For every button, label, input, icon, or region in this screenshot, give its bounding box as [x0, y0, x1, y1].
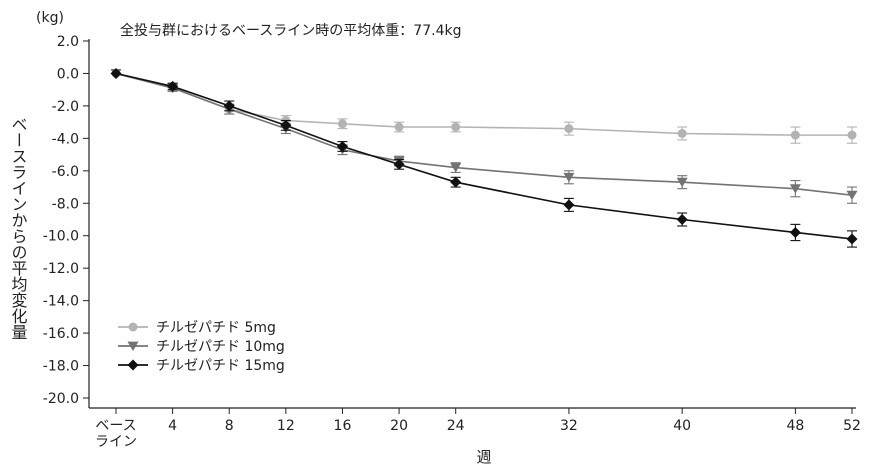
baseline-weight-annotation: 全投与群におけるベースライン時の平均体重：77.4kg: [120, 22, 461, 39]
series-layer: [110, 67, 858, 248]
x-tick-label: 20: [390, 418, 408, 434]
y-tick-label: -20.0: [43, 391, 79, 407]
data-point: [676, 214, 688, 225]
y-tick-label: -4.0: [52, 131, 79, 147]
y-unit-label: (kg): [36, 10, 64, 26]
data-point: [223, 100, 235, 112]
data-point: [110, 67, 122, 79]
x-tick-label: 32: [560, 418, 578, 434]
axes-layer: 2.0 0.0 -2.0 -4.0 -6.0 -8.0 -10.0 -12.0 -14.0 -16…: [9, 34, 861, 450]
legend-label: チルゼパチド 15mg: [156, 358, 285, 374]
x-axis-title: 週: [476, 448, 491, 466]
x-tick-label: 40: [673, 418, 691, 434]
series-1: [111, 68, 857, 144]
y-tick-label: -14.0: [43, 294, 79, 310]
data-point: [280, 119, 292, 131]
data-point: [393, 158, 405, 170]
x-tick-label: 48: [786, 418, 804, 434]
legend-item: チルゼパチド 15mg: [118, 358, 285, 374]
y-tick-label: -6.0: [52, 164, 79, 180]
x-tick-label: 12: [277, 418, 295, 434]
y-tick-label: -10.0: [43, 229, 79, 245]
x-tick-label: 24: [447, 418, 465, 434]
series-line: [115, 72, 853, 240]
data-point: [677, 128, 687, 138]
data-point: [337, 119, 347, 129]
x-tick-label: 4: [168, 418, 177, 434]
data-point: [789, 184, 801, 194]
data-point: [563, 172, 575, 183]
series-3: [110, 67, 858, 248]
legend-label: チルゼパチド 5mg: [156, 320, 276, 336]
x-tick-label: ベースライン: [95, 418, 137, 450]
legend-marker: [127, 359, 139, 371]
x-tick-label: 16: [334, 418, 352, 434]
data-point: [790, 130, 800, 140]
legend-item: チルゼパチド 10mg: [118, 339, 285, 355]
data-point: [564, 124, 574, 134]
data-point: [450, 176, 462, 188]
data-point: [563, 199, 575, 211]
y-tick-label: 0.0: [57, 66, 79, 82]
legend-label: チルゼパチド 10mg: [156, 339, 285, 355]
y-tick-label: -12.0: [43, 261, 79, 277]
y-tick-label: -18.0: [43, 359, 79, 375]
data-point: [846, 233, 858, 245]
x-tick-label: 52: [843, 418, 861, 434]
y-tick-label: -2.0: [52, 99, 79, 115]
data-point: [789, 226, 801, 238]
series-2: [110, 69, 858, 204]
data-point: [451, 122, 461, 132]
data-point: [847, 130, 857, 140]
data-point: [450, 163, 462, 173]
data-point: [167, 80, 179, 92]
data-point: [394, 122, 404, 132]
legend: チルゼパチド 5mg チルゼパチド 10mg チルゼパチド 15mg: [118, 320, 285, 374]
y-tick-label: -8.0: [52, 196, 79, 212]
y-tick-label: 2.0: [57, 34, 79, 50]
x-tick-label: 8: [225, 418, 234, 434]
legend-marker: [127, 341, 139, 351]
legend-marker: [128, 322, 138, 332]
y-tick-label: -16.0: [43, 326, 79, 342]
y-axis-title: ベースラインからの平均変化量: [9, 116, 28, 340]
data-point: [336, 140, 348, 152]
data-point: [676, 177, 688, 188]
legend-item: チルゼパチド 5mg: [118, 320, 276, 336]
data-point: [846, 190, 858, 201]
